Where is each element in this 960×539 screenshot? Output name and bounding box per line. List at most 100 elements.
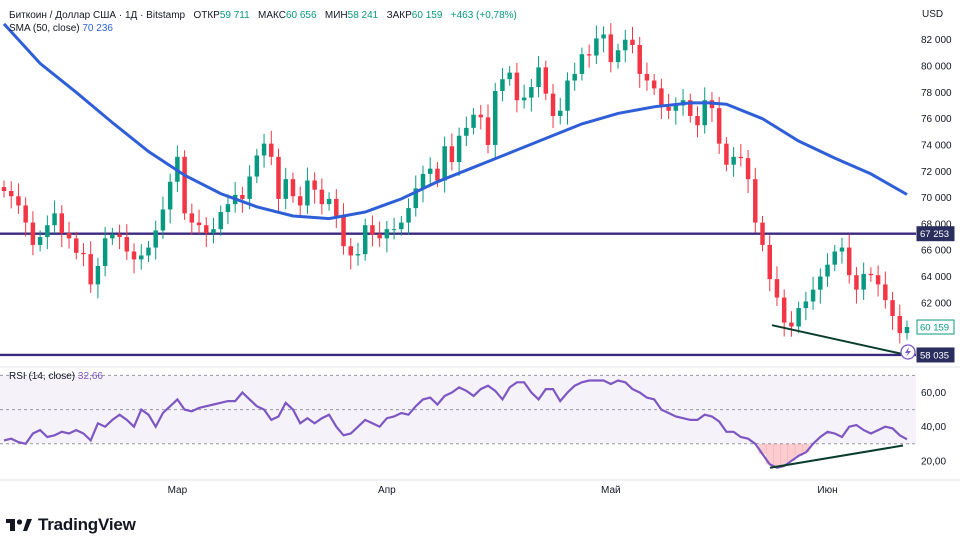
candle-body — [695, 116, 700, 126]
candle-body — [139, 255, 144, 260]
candle-body — [536, 67, 541, 88]
candle-body — [803, 301, 809, 309]
candle-body — [449, 146, 455, 163]
time-tick-label: Июн — [817, 485, 837, 496]
price-label-text: 58 035 — [920, 350, 949, 361]
candle-body — [370, 225, 375, 235]
candle-body — [110, 234, 115, 239]
rsi-trend-line — [769, 444, 904, 469]
candle-body — [254, 155, 260, 177]
candle-body — [276, 156, 281, 199]
rsi-axis: 60,00 40,00 20,00 — [921, 388, 946, 467]
candle-body — [30, 222, 36, 245]
candle-body — [745, 158, 751, 180]
price-tick-label: 68 000 — [921, 219, 952, 230]
candle-body — [464, 127, 469, 136]
candle-body — [341, 215, 346, 247]
candle-body — [74, 238, 79, 253]
candle-body — [52, 213, 57, 226]
time-tick-label: Апр — [378, 485, 396, 496]
price-label-text: 60 159 — [920, 323, 949, 334]
rsi-tick-label: 40,00 — [921, 422, 946, 433]
tradingview-logo-icon — [6, 519, 32, 531]
candle-body — [1, 187, 7, 191]
candle-body — [550, 93, 556, 117]
rsi-tick-label: 60,00 — [921, 388, 946, 399]
candle-body — [406, 208, 411, 223]
candle-body — [312, 180, 317, 190]
high-value: 60 656 — [285, 10, 317, 21]
price-tick-label: 64 000 — [921, 272, 952, 283]
candle-body — [897, 315, 903, 334]
candle-body — [413, 188, 419, 209]
candle-body — [8, 191, 14, 197]
candle-body — [716, 108, 722, 144]
candle-body — [666, 106, 671, 111]
candle-body — [218, 212, 223, 230]
sma-label[interactable]: SMA (50, close) — [9, 23, 80, 34]
tradingview-logo[interactable]: TradingView — [6, 514, 136, 536]
alert-icon[interactable] — [900, 344, 916, 360]
candle-body — [456, 135, 462, 163]
candle-body — [348, 246, 353, 256]
rsi-label[interactable]: RSI (14, close) — [9, 371, 76, 382]
candle-body — [601, 34, 606, 39]
candle-body — [644, 73, 650, 81]
candle-body — [789, 322, 794, 327]
change-value: +463 (+0,78%) — [450, 10, 517, 21]
symbol-title[interactable]: Биткоин / Доллар США · 1Д · Bitstamp — [9, 10, 186, 21]
candle-body — [88, 254, 93, 285]
close-value: 60 159 — [411, 10, 443, 21]
candle-body — [81, 252, 86, 255]
candle-body — [890, 300, 895, 316]
candle-body — [261, 143, 267, 156]
candle-body — [384, 229, 390, 239]
candle-body — [861, 273, 866, 290]
candle-body — [16, 196, 21, 206]
candle-body — [615, 50, 621, 63]
candle-body — [753, 179, 758, 223]
candle-body — [45, 225, 50, 238]
candle-body — [167, 181, 173, 210]
candle-body — [521, 97, 527, 101]
candle-body — [117, 234, 122, 238]
candle-body — [435, 168, 440, 181]
candle-body — [59, 213, 65, 234]
candle-body — [319, 189, 325, 205]
candle-body — [500, 79, 505, 92]
chart-legend: Биткоин / Доллар США · 1Д · Bitstamp ОТК… — [9, 9, 517, 35]
price-tick-label: 74 000 — [921, 140, 952, 151]
price-label-box — [916, 226, 955, 242]
high-label: МАКС — [258, 10, 286, 21]
candle-body — [399, 222, 404, 230]
rsi-tick-label: 20,00 — [921, 456, 946, 467]
candle-body — [204, 225, 209, 234]
candle-body — [731, 156, 736, 165]
currency-label[interactable]: USD — [922, 9, 944, 20]
time-tick-label: Мар — [168, 485, 188, 496]
candle-body — [355, 254, 361, 256]
candle-body — [688, 100, 693, 117]
sma-value: 70 236 — [82, 23, 113, 34]
candle-body — [334, 198, 339, 216]
candle-body — [269, 143, 274, 157]
open-label: ОТКР — [193, 10, 220, 21]
candle-body — [608, 34, 614, 63]
candle-body — [774, 279, 780, 298]
candle-body — [651, 80, 657, 89]
candle-body — [290, 179, 296, 197]
candle-body — [565, 80, 570, 111]
candle-body — [326, 198, 332, 205]
price-tick-label: 66 000 — [921, 246, 952, 257]
candle-body — [904, 327, 910, 334]
candle-body — [854, 275, 859, 290]
candle-body — [529, 87, 534, 98]
price-labels: 67 253 60 159 58 035 — [916, 226, 955, 363]
candle-body — [543, 67, 549, 94]
candle-body — [471, 114, 476, 128]
candle-body — [305, 180, 310, 206]
candle-body — [558, 110, 563, 117]
candle-body — [211, 229, 216, 234]
price-trend-line — [771, 324, 904, 356]
time-axis: Мар Апр Май Июн — [0, 479, 960, 496]
